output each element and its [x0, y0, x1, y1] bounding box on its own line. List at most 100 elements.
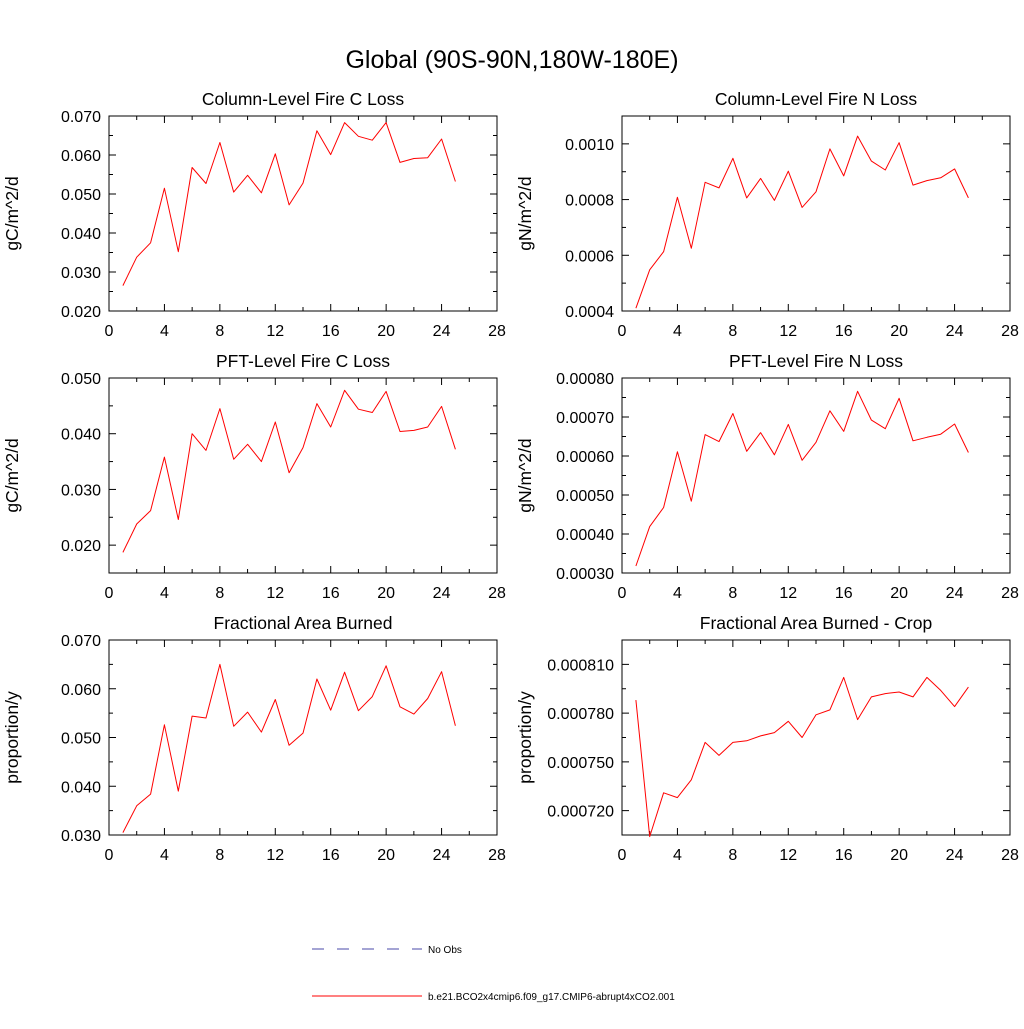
panel-5-ylabel: proportion/y — [2, 691, 22, 784]
panel-1-frame — [108, 115, 498, 312]
panel-1-xtick-label: 20 — [377, 323, 395, 340]
panel-6-ytick-label: 0.000750 — [547, 755, 614, 772]
panel-2-xtick-label: 8 — [728, 323, 737, 340]
panel-5-xtick-label: 8 — [215, 847, 224, 864]
panel-4-xtick-label: 12 — [779, 585, 797, 602]
panel-3-xtick-label: 12 — [266, 585, 284, 602]
panel-4-xtick-label: 20 — [890, 585, 908, 602]
panel-1-xtick-label: 24 — [433, 323, 451, 340]
panel-2-frame — [621, 115, 1011, 312]
panel-4-xtick-label: 4 — [673, 585, 682, 602]
panel-4-xtick-label: 28 — [1001, 585, 1019, 602]
panel-5-xtick-label: 0 — [105, 847, 114, 864]
panels: Column-Level Fire C Loss 0 4 8 12 16 20 24 28 0.0… — [2, 89, 1019, 864]
panel-3-ytick-label: 0.050 — [61, 371, 101, 388]
panel-1-ytick-label: 0.070 — [61, 109, 101, 126]
legend: No Obs b.e21.BCO2x4cmip6.f09_g17.CMIP6-a… — [312, 945, 675, 1003]
panel-1-ytick-label: 0.040 — [61, 226, 101, 243]
panel-3-xtick-label: 8 — [215, 585, 224, 602]
panel-2-xtick-label: 28 — [1001, 323, 1019, 340]
panel-2-ytick-label: 0.0008 — [565, 193, 614, 210]
panel-1-ytick-label: 0.030 — [61, 265, 101, 282]
panel-4-xtick-label: 8 — [728, 585, 737, 602]
panel-5-ytick-label: 0.050 — [61, 731, 101, 748]
panel-5-series-line-1 — [122, 663, 456, 833]
panel-1-xtick-label: 28 — [488, 323, 506, 340]
panel-1-xtick-label: 0 — [105, 323, 114, 340]
panel-2-title: Column-Level Fire N Loss — [715, 89, 918, 109]
panel-3-xtick-label: 0 — [105, 585, 114, 602]
panel-1-xtick-label: 12 — [266, 323, 284, 340]
panel-3-ytick-label: 0.040 — [61, 427, 101, 444]
panel-1-ylabel: gC/m^2/d — [2, 176, 22, 250]
panel-1-ytick-label: 0.060 — [61, 148, 101, 165]
panel-4-ytick-label: 0.00040 — [556, 527, 614, 544]
panel-1-ytick-label: 0.020 — [61, 304, 101, 321]
panel-6-xtick-label: 12 — [779, 847, 797, 864]
panel-3-frame — [108, 377, 498, 574]
panel-1-ytick-label: 0.050 — [61, 187, 101, 204]
panel-2-ylabel: gN/m^2/d — [515, 176, 535, 250]
panel-6-ytick-label: 0.000810 — [547, 657, 614, 674]
panel-6-ytick-label: 0.000780 — [547, 706, 614, 723]
panel-4-series-line-1 — [635, 390, 969, 567]
panel-6-xtick-label: 24 — [946, 847, 964, 864]
panel-2-xtick-label: 4 — [673, 323, 682, 340]
panel-4-xtick-label: 0 — [618, 585, 627, 602]
panel-2-ytick-label: 0.0006 — [565, 248, 614, 265]
panel-3-ylabel: gC/m^2/d — [2, 438, 22, 512]
panel-6-ytick-label: 0.000720 — [547, 804, 614, 821]
panel-4-xtick-label: 16 — [835, 585, 853, 602]
panel-5-title: Fractional Area Burned — [214, 613, 393, 633]
panel-6-ylabel: proportion/y — [515, 691, 535, 784]
panel-4-ytick-label: 0.00060 — [556, 449, 614, 466]
panel-5-xtick-label: 28 — [488, 847, 506, 864]
panel-6-xtick-label: 16 — [835, 847, 853, 864]
panel-3-xtick-label: 16 — [322, 585, 340, 602]
panel-2-ytick-label: 0.0004 — [565, 304, 614, 321]
panel-2-ytick-label: 0.0010 — [565, 137, 614, 154]
panel-4-frame — [621, 377, 1011, 574]
panel-3-ytick-label: 0.020 — [61, 538, 101, 555]
panel-2-xtick-label: 20 — [890, 323, 908, 340]
panel-5-ytick-label: 0.060 — [61, 682, 101, 699]
panel-2-series-line-1 — [635, 135, 969, 309]
panel-3-xtick-label: 28 — [488, 585, 506, 602]
panel-5-ytick-label: 0.040 — [61, 779, 101, 796]
panel-6-xtick-label: 20 — [890, 847, 908, 864]
panel-6-frame — [621, 639, 1011, 836]
panel-2-xtick-label: 12 — [779, 323, 797, 340]
panel-1-series-line-1 — [122, 122, 456, 286]
panel-4-title: PFT-Level Fire N Loss — [729, 351, 903, 371]
panel-3-series-line-1 — [122, 389, 456, 553]
panel-1-title: Column-Level Fire C Loss — [202, 89, 405, 109]
panel-2-xtick-label: 24 — [946, 323, 964, 340]
figure-title: Global (90S-90N,180W-180E) — [345, 46, 678, 74]
panel-2-xtick-label: 16 — [835, 323, 853, 340]
panel-3-xtick-label: 24 — [433, 585, 451, 602]
panel-6-series-line-1 — [635, 676, 969, 838]
panel-5-xtick-label: 20 — [377, 847, 395, 864]
panel-5-xtick-label: 16 — [322, 847, 340, 864]
panel-1-xtick-label: 16 — [322, 323, 340, 340]
panel-4-ytick-label: 0.00070 — [556, 410, 614, 427]
panel-3-title: PFT-Level Fire C Loss — [216, 351, 390, 371]
panel-5-ytick-label: 0.070 — [61, 633, 101, 650]
panel-5-xtick-label: 24 — [433, 847, 451, 864]
panel-4-xtick-label: 24 — [946, 585, 964, 602]
panel-6-xtick-label: 8 — [728, 847, 737, 864]
panel-3-ytick-label: 0.030 — [61, 482, 101, 499]
panel-1-xtick-label: 8 — [215, 323, 224, 340]
panel-5-ytick-label: 0.030 — [61, 828, 101, 845]
panel-6-xtick-label: 28 — [1001, 847, 1019, 864]
panel-4-ytick-label: 0.00030 — [556, 566, 614, 583]
panel-6-xtick-label: 4 — [673, 847, 682, 864]
panel-4-ytick-label: 0.00050 — [556, 488, 614, 505]
panel-4-ylabel: gN/m^2/d — [515, 438, 535, 512]
panel-3-xtick-label: 4 — [160, 585, 169, 602]
panel-5-xtick-label: 4 — [160, 847, 169, 864]
legend-label-no-obs: No Obs — [428, 945, 462, 956]
panel-4-ytick-label: 0.00080 — [556, 371, 614, 388]
